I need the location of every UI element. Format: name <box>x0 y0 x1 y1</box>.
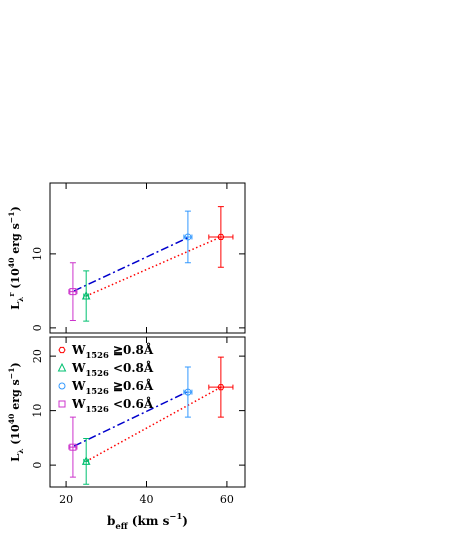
x-axis-label: beff (km s−1) <box>107 511 188 531</box>
label-part: b <box>107 514 115 528</box>
label-part: (km s <box>128 514 170 528</box>
fit-line <box>85 236 222 297</box>
y-tick-label: 20 <box>31 349 44 363</box>
marker <box>184 233 192 241</box>
label-part: ) <box>182 514 188 528</box>
label-part: W <box>71 379 86 393</box>
legend-entry <box>57 362 67 372</box>
x-error-bar <box>208 234 234 240</box>
label-part: L <box>9 302 22 310</box>
x-tick-label: 20 <box>59 493 73 506</box>
marker <box>58 346 66 354</box>
label-part: 40 <box>7 258 16 269</box>
label-part: 1526 <box>85 350 108 360</box>
label-part: 1526 <box>85 368 108 378</box>
label-part: ) <box>9 362 22 367</box>
y-tick-label: 0 <box>31 324 44 331</box>
legend-label: W1526 <0.6Å <box>71 396 154 414</box>
legend-entry <box>58 400 66 408</box>
fit-line <box>85 386 222 463</box>
marker <box>81 290 91 300</box>
x-tick-label: 40 <box>139 493 153 506</box>
y-axis-label: Lλ (1040 erg s−1) <box>7 362 25 462</box>
marker <box>184 388 192 396</box>
marker <box>69 288 77 296</box>
label-part: ) <box>9 206 22 211</box>
x-error-bar <box>208 384 234 390</box>
legend-label: W1526 ≧0.8Å <box>71 342 154 360</box>
label-part: λ <box>16 296 25 302</box>
label-part: −1 <box>7 367 16 379</box>
label-part: <0.6Å <box>109 396 154 411</box>
label-part: W <box>71 361 86 375</box>
label-part: −1 <box>7 211 16 223</box>
x-tick-label: 60 <box>220 493 234 506</box>
label-part: ≧0.8Å <box>109 342 154 357</box>
label-part: eff <box>115 521 128 531</box>
label-part: 1526 <box>85 386 108 396</box>
marker <box>58 382 66 390</box>
marker <box>58 400 66 408</box>
fit-line <box>73 390 189 447</box>
label-part: ≧0.6Å <box>109 378 154 393</box>
legend-entry <box>58 346 66 354</box>
label-part: −1 <box>169 511 182 521</box>
y-tick-label: 10 <box>31 404 44 418</box>
label-part: (10 <box>9 268 22 293</box>
label-part: erg s <box>9 223 22 257</box>
label-part: erg s <box>9 379 22 413</box>
marker <box>217 233 225 241</box>
marker <box>217 384 225 391</box>
legend-entry <box>58 382 66 390</box>
marker <box>69 443 77 451</box>
fit-line <box>73 237 189 292</box>
y-tick-label: 10 <box>31 247 44 261</box>
label-part: 1526 <box>85 404 108 414</box>
plot-frame <box>49 182 246 334</box>
label-part: λ <box>16 448 25 454</box>
label-part: r <box>7 292 16 297</box>
marker <box>81 456 91 465</box>
label-part: <0.8Å <box>109 360 154 375</box>
plot-frame <box>49 336 246 488</box>
label-part: W <box>71 397 86 411</box>
label-part: W <box>71 343 86 357</box>
label-part: (10 <box>9 424 22 449</box>
legend-label: W1526 <0.8Å <box>71 360 154 378</box>
y-tick-label: 0 <box>31 462 44 469</box>
legend-label: W1526 ≧0.6Å <box>71 378 154 396</box>
marker <box>57 362 67 372</box>
y-axis-label: Lλr (1040 erg s−1) <box>7 206 25 310</box>
label-part: 40 <box>7 414 16 425</box>
label-part: L <box>9 454 22 462</box>
